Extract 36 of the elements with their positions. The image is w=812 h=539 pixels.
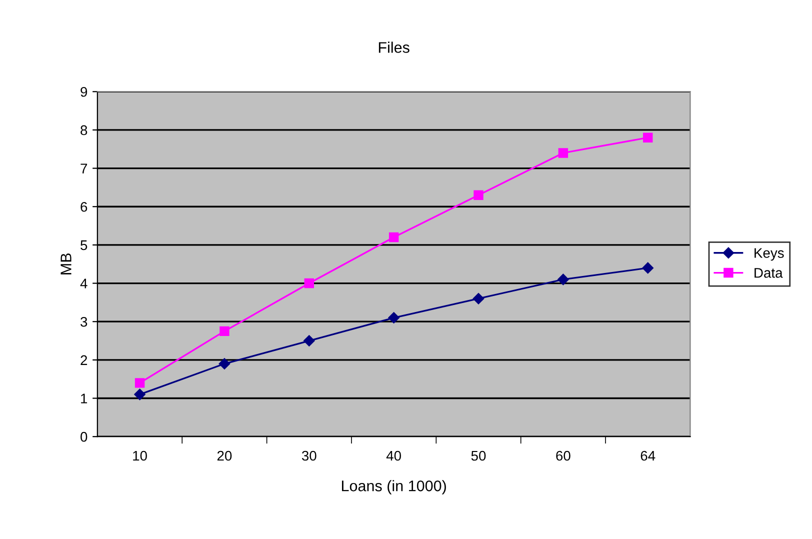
point (220, 326, 230, 336)
point (304, 278, 314, 288)
point (218, 358, 230, 370)
point (472, 293, 484, 304)
point (643, 132, 653, 142)
y-tick-label: 4 (80, 278, 88, 288)
point (558, 274, 569, 286)
y-tick-label: 6 (80, 202, 88, 212)
point (134, 388, 146, 400)
point (474, 190, 484, 200)
y-tick-label: 2 (80, 355, 88, 365)
legend-label: Data (754, 268, 783, 278)
x-axis-title: Loans (in 1000) (342, 480, 446, 494)
point (558, 148, 568, 158)
y-tick-label: 1 (81, 394, 88, 404)
x-tick-label: 10 (133, 450, 147, 461)
y-tick-label: 0 (80, 432, 88, 442)
point (388, 312, 400, 324)
x-tick-label: 60 (556, 450, 570, 461)
y-tick-label: 7 (80, 164, 88, 174)
x-tick-label: 20 (217, 450, 232, 461)
point (134, 378, 145, 388)
point (304, 335, 315, 346)
y-tick-label: 5 (80, 240, 88, 250)
y-tick-label: 8 (80, 125, 88, 136)
y-tick-label: 3 (80, 316, 88, 327)
x-tick-label: 64 (640, 450, 656, 461)
x-tick-label: 40 (386, 450, 401, 461)
x-tick-label: 30 (302, 450, 316, 461)
x-tick-label: 50 (471, 450, 486, 461)
point (388, 232, 399, 242)
y-axis-title: MB (60, 253, 72, 274)
point (642, 262, 654, 274)
chart-title: Files (378, 42, 410, 53)
legend-label: Keys (754, 248, 784, 261)
y-tick-label: 9 (80, 86, 88, 97)
